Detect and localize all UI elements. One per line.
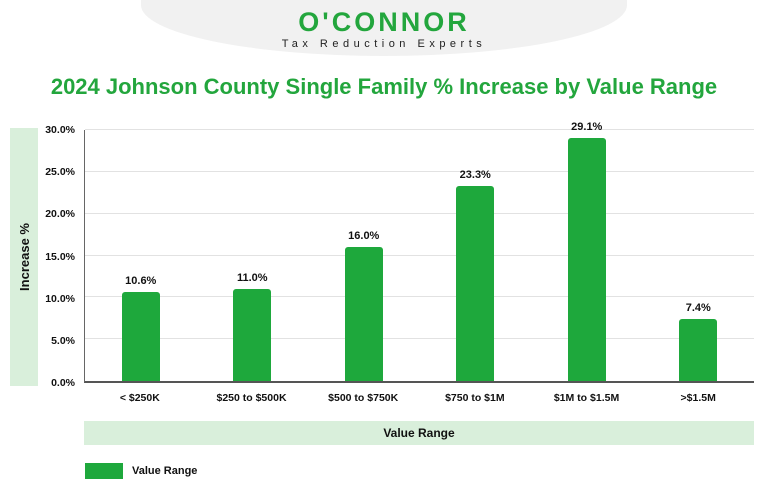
x-tick-label: < $250K bbox=[119, 392, 160, 404]
gridline bbox=[85, 129, 754, 130]
gridline bbox=[85, 212, 754, 214]
x-axis-ticks: < $250K $250 to $500K $500 to $750K $750 to… bbox=[84, 392, 754, 410]
y-axis-ticks: 0.0% 5.0% 10.0% 15.0% 20.0% 25.0% 30.0% bbox=[38, 124, 80, 389]
y-axis-strip: Increase % bbox=[10, 128, 38, 386]
gridline bbox=[85, 296, 754, 298]
bar-column: 16.0% bbox=[308, 130, 420, 381]
x-tick-label: $1M to $1.5M bbox=[553, 392, 620, 404]
bar-value-label: 23.3% bbox=[459, 169, 491, 182]
bar-value-label: 29.1% bbox=[571, 120, 603, 133]
bar-column: 7.4% bbox=[643, 130, 755, 381]
plot-area: 10.6% 11.0% 16.0% 23.3% 29.1% 7.4% bbox=[84, 121, 755, 383]
bar-250-to-500k[interactable]: 11.0% bbox=[233, 272, 272, 381]
y-tick-label: 0.0% bbox=[51, 377, 75, 389]
y-tick-label: 30.0% bbox=[45, 124, 75, 136]
chart-title: 2024 Johnson County Single Family % Incr… bbox=[50, 74, 718, 99]
gridline bbox=[85, 338, 754, 340]
bar-750-to-1m[interactable]: 23.3% bbox=[456, 169, 495, 381]
bars-container: 10.6% 11.0% 16.0% 23.3% 29.1% 7.4% bbox=[85, 121, 755, 381]
x-tick-label: $250 to $500K bbox=[216, 392, 287, 404]
header: O'CONNOR Tax Reduction Experts bbox=[141, 0, 627, 56]
y-tick-label: 10.0% bbox=[45, 292, 75, 305]
x-axis-label: Value Range bbox=[383, 426, 455, 440]
gridline bbox=[85, 254, 754, 256]
legend: Value Range bbox=[85, 462, 197, 480]
bar-column: 10.6% bbox=[85, 130, 197, 381]
x-tick-label: $500 to $750K bbox=[328, 392, 399, 404]
x-tick-label: $750 to $1M bbox=[445, 392, 505, 404]
bar-1-5m[interactable]: 7.4% bbox=[679, 302, 718, 381]
bar-value-label: 16.0% bbox=[348, 230, 380, 243]
x-tick-label: >$1.5M bbox=[680, 392, 716, 404]
x-axis-band: Value Range bbox=[84, 421, 754, 445]
bar-column: 29.1% bbox=[531, 121, 643, 381]
gridline bbox=[85, 170, 754, 172]
bar-value-label: 10.6% bbox=[125, 275, 157, 288]
bar-column: 23.3% bbox=[420, 130, 532, 381]
y-tick-label: 5.0% bbox=[51, 334, 75, 347]
bar-value-label: 7.4% bbox=[685, 302, 711, 315]
bar-value-label: 11.0% bbox=[236, 271, 268, 284]
bar-1m-to-1-5m[interactable]: 29.1% bbox=[567, 121, 606, 381]
y-tick-label: 25.0% bbox=[45, 166, 75, 179]
bar-500-to-750k[interactable]: 16.0% bbox=[344, 230, 383, 381]
y-axis-label: Increase % bbox=[16, 223, 32, 291]
logo-tagline: Tax Reduction Experts bbox=[281, 38, 487, 51]
y-tick-label: 15.0% bbox=[45, 250, 75, 263]
y-tick-label: 20.0% bbox=[45, 208, 75, 221]
legend-label: Value Range bbox=[132, 465, 198, 477]
bar-column: 11.0% bbox=[197, 130, 309, 381]
logo-text: O'CONNOR bbox=[298, 6, 470, 37]
legend-swatch bbox=[85, 463, 123, 479]
bar-250k[interactable]: 10.6% bbox=[121, 275, 160, 381]
